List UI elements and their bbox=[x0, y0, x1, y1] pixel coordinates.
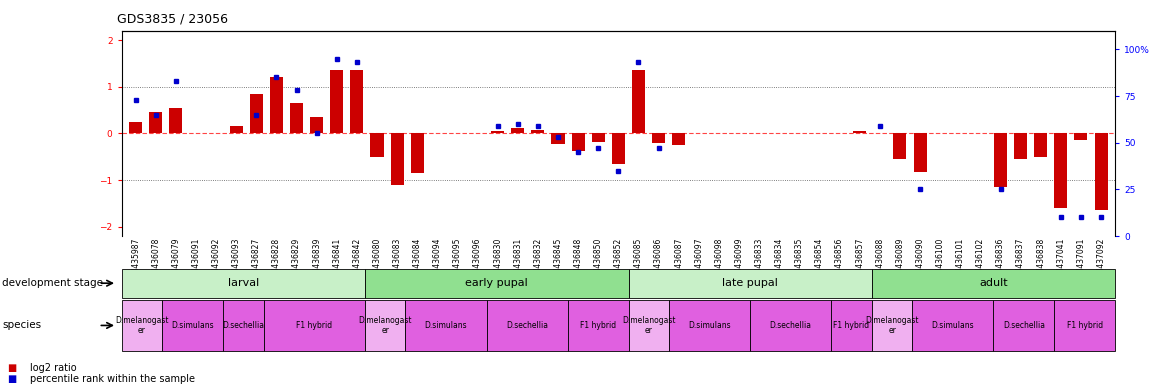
Text: F1 hybrid: F1 hybrid bbox=[834, 321, 870, 330]
Bar bbox=[371, 134, 383, 157]
Bar bbox=[310, 117, 323, 134]
Bar bbox=[270, 78, 283, 134]
Text: adult: adult bbox=[980, 278, 1007, 288]
Text: D.simulans: D.simulans bbox=[932, 321, 974, 330]
Text: D.simulans: D.simulans bbox=[171, 321, 214, 330]
Text: D.melanogast
er: D.melanogast er bbox=[359, 316, 412, 335]
Text: log2 ratio: log2 ratio bbox=[30, 363, 76, 373]
Text: species: species bbox=[2, 320, 42, 331]
Bar bbox=[853, 131, 866, 134]
Bar bbox=[1054, 134, 1068, 208]
Bar bbox=[290, 103, 303, 134]
Bar bbox=[491, 131, 504, 134]
Text: D.sechellia: D.sechellia bbox=[506, 321, 548, 330]
Text: F1 hybrid: F1 hybrid bbox=[580, 321, 616, 330]
Text: D.sechellia: D.sechellia bbox=[1003, 321, 1045, 330]
Text: D.sechellia: D.sechellia bbox=[770, 321, 812, 330]
Text: F1 hybrid: F1 hybrid bbox=[296, 321, 332, 330]
Text: larval: larval bbox=[228, 278, 259, 288]
Bar bbox=[652, 134, 665, 143]
Bar bbox=[390, 134, 404, 185]
Text: ■: ■ bbox=[7, 363, 16, 373]
Bar bbox=[512, 128, 525, 134]
Bar bbox=[894, 134, 907, 159]
Text: GDS3835 / 23056: GDS3835 / 23056 bbox=[117, 12, 228, 25]
Bar bbox=[1034, 134, 1047, 157]
Bar bbox=[330, 70, 343, 134]
Text: ■: ■ bbox=[7, 374, 16, 384]
Bar bbox=[672, 134, 686, 145]
Bar bbox=[351, 70, 364, 134]
Text: development stage: development stage bbox=[2, 278, 103, 288]
Text: D.melanogast
er: D.melanogast er bbox=[115, 316, 169, 335]
Bar bbox=[169, 108, 183, 134]
Bar bbox=[611, 134, 625, 164]
Text: D.melanogast
er: D.melanogast er bbox=[865, 316, 918, 335]
Bar bbox=[914, 134, 926, 172]
Text: D.simulans: D.simulans bbox=[425, 321, 468, 330]
Bar bbox=[250, 94, 263, 134]
Text: late pupal: late pupal bbox=[723, 278, 778, 288]
Bar bbox=[149, 113, 162, 134]
Bar bbox=[130, 122, 142, 134]
Bar bbox=[229, 126, 243, 134]
Text: D.simulans: D.simulans bbox=[688, 321, 731, 330]
Bar bbox=[551, 134, 565, 144]
Bar bbox=[572, 134, 585, 151]
Bar bbox=[592, 134, 604, 142]
Bar bbox=[411, 134, 424, 173]
Text: D.sechellia: D.sechellia bbox=[222, 321, 264, 330]
Bar bbox=[994, 134, 1007, 187]
Bar bbox=[1075, 134, 1087, 141]
Bar bbox=[632, 70, 645, 134]
Bar bbox=[1094, 134, 1107, 210]
Text: percentile rank within the sample: percentile rank within the sample bbox=[30, 374, 195, 384]
Text: F1 hybrid: F1 hybrid bbox=[1067, 321, 1102, 330]
Bar bbox=[532, 130, 544, 134]
Text: early pupal: early pupal bbox=[466, 278, 528, 288]
Text: D.melanogast
er: D.melanogast er bbox=[622, 316, 675, 335]
Bar bbox=[1014, 134, 1027, 159]
